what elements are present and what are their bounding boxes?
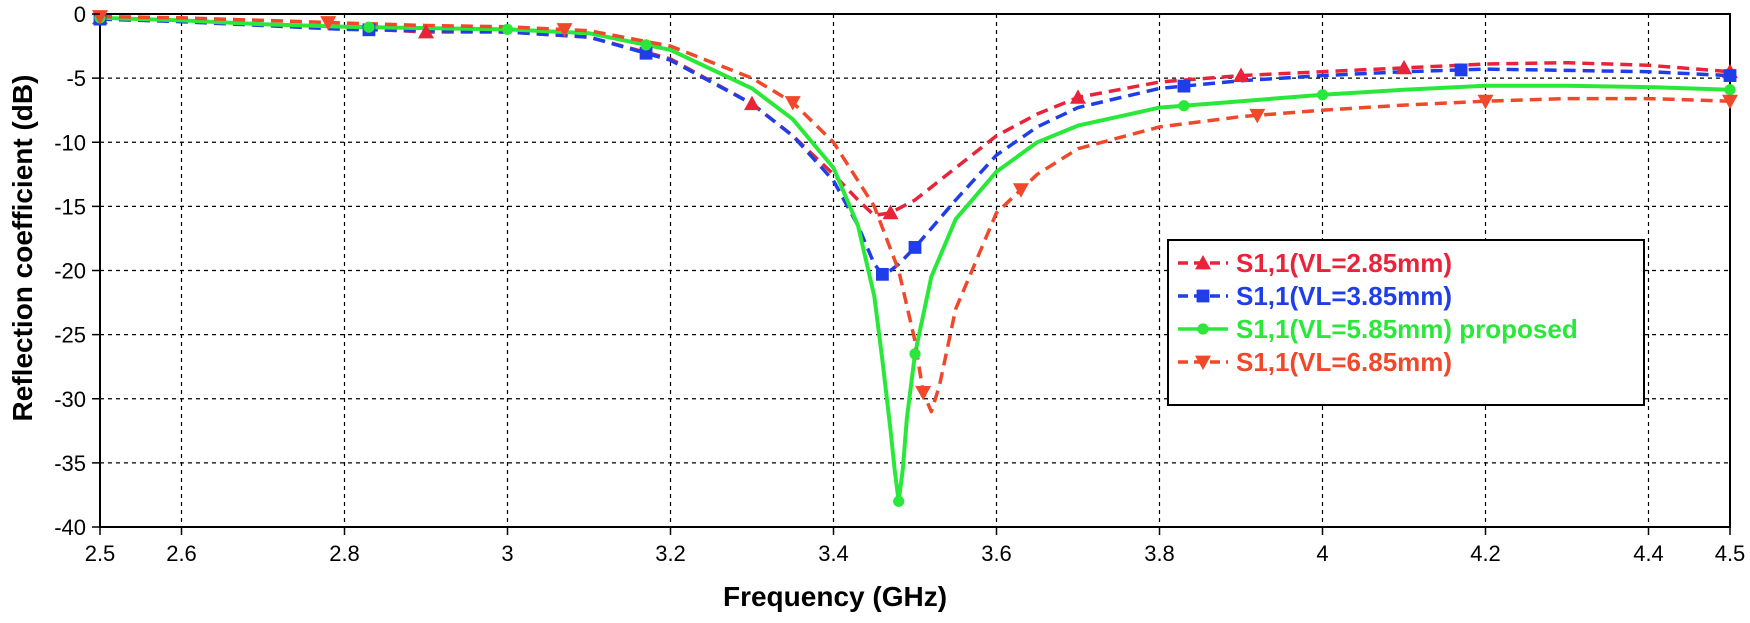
series-4-marker xyxy=(1477,94,1494,110)
x-tick-label: 3.6 xyxy=(981,541,1012,566)
x-tick-label: 4.2 xyxy=(1470,541,1501,566)
legend-swatch-marker xyxy=(1197,323,1209,335)
series-2-marker xyxy=(639,46,653,60)
y-tick-label: 0 xyxy=(74,2,86,27)
series-4-marker xyxy=(915,385,932,401)
y-axis-ticks: 0 -5 -10 -15 -20 -25 -30 -35 -40 xyxy=(54,2,100,540)
series-3-marker xyxy=(1724,84,1736,96)
x-axis-ticks: 2.5 2.6 2.8 3 3.2 3.4 3.6 3.8 4 4.2 4.4 4.5 xyxy=(85,527,1746,566)
y-tick-label: -20 xyxy=(54,259,86,284)
series-3-marker xyxy=(893,495,905,507)
y-tick-label: -10 xyxy=(54,130,86,155)
series-4-marker xyxy=(556,23,573,38)
series-4-marker xyxy=(1012,183,1029,198)
x-tick-label: 2.6 xyxy=(166,541,197,566)
legend: S1,1(VL=2.85mm)S1,1(VL=3.85mm)S1,1(VL=5.… xyxy=(1167,239,1645,406)
x-tick-label: 4.5 xyxy=(1715,541,1746,566)
x-tick-label: 4.4 xyxy=(1633,541,1664,566)
series-3-marker xyxy=(501,23,514,35)
series-4-marker xyxy=(320,16,337,31)
series-2-marker xyxy=(908,241,922,254)
x-tick-label: 3.8 xyxy=(1144,541,1175,566)
x-tick-label: 3.4 xyxy=(818,541,849,566)
series-1-marker xyxy=(418,23,434,39)
series-3-marker xyxy=(909,348,921,360)
series-3-marker xyxy=(1178,100,1190,112)
y-tick-label: -5 xyxy=(66,66,86,91)
series-1-marker xyxy=(744,95,760,111)
y-tick-label: -35 xyxy=(54,451,86,476)
x-tick-label: 3 xyxy=(501,541,513,566)
legend-label: S1,1(VL=3.85mm) xyxy=(1236,281,1452,311)
y-tick-label: -30 xyxy=(54,387,86,412)
x-axis-title: Frequency (GHz) xyxy=(723,581,947,612)
series-3-marker xyxy=(1316,89,1329,101)
y-tick-label: -25 xyxy=(54,323,86,348)
series-markers xyxy=(92,9,1738,507)
series-3-marker xyxy=(640,39,652,51)
series-2-marker xyxy=(1177,79,1191,93)
series-3-marker xyxy=(363,21,375,33)
legend-label: S1,1(VL=2.85mm) xyxy=(1236,248,1452,278)
legend-label: S1,1(VL=5.85mm) proposed xyxy=(1236,314,1578,344)
y-axis-title: Reflection coefficient (dB) xyxy=(7,75,38,422)
x-tick-label: 2.5 xyxy=(85,541,116,566)
x-tick-label: 2.8 xyxy=(329,541,360,566)
series-4-marker xyxy=(1249,108,1266,124)
legend-box xyxy=(1167,239,1645,406)
series-4-marker xyxy=(1722,94,1738,110)
series-4-marker xyxy=(784,96,801,111)
series-1-marker xyxy=(1233,67,1249,82)
legend-swatch-marker xyxy=(1195,355,1211,370)
series-1-marker xyxy=(882,204,899,220)
y-tick-label: -15 xyxy=(54,194,86,219)
series-2-marker xyxy=(1454,63,1468,77)
series-2-marker xyxy=(876,267,889,281)
series-1-marker xyxy=(1396,59,1412,75)
legend-swatch-marker xyxy=(1195,255,1211,270)
x-tick-label: 4 xyxy=(1316,541,1328,566)
series-2-marker xyxy=(1723,69,1737,82)
legend-label: S1,1(VL=6.85mm) xyxy=(1236,347,1452,377)
series-1-marker xyxy=(1070,89,1086,104)
legend-swatch-marker xyxy=(1196,289,1210,303)
x-tick-label: 3.2 xyxy=(655,541,686,566)
y-tick-label: -40 xyxy=(54,515,86,540)
series-line-2 xyxy=(99,17,1731,277)
